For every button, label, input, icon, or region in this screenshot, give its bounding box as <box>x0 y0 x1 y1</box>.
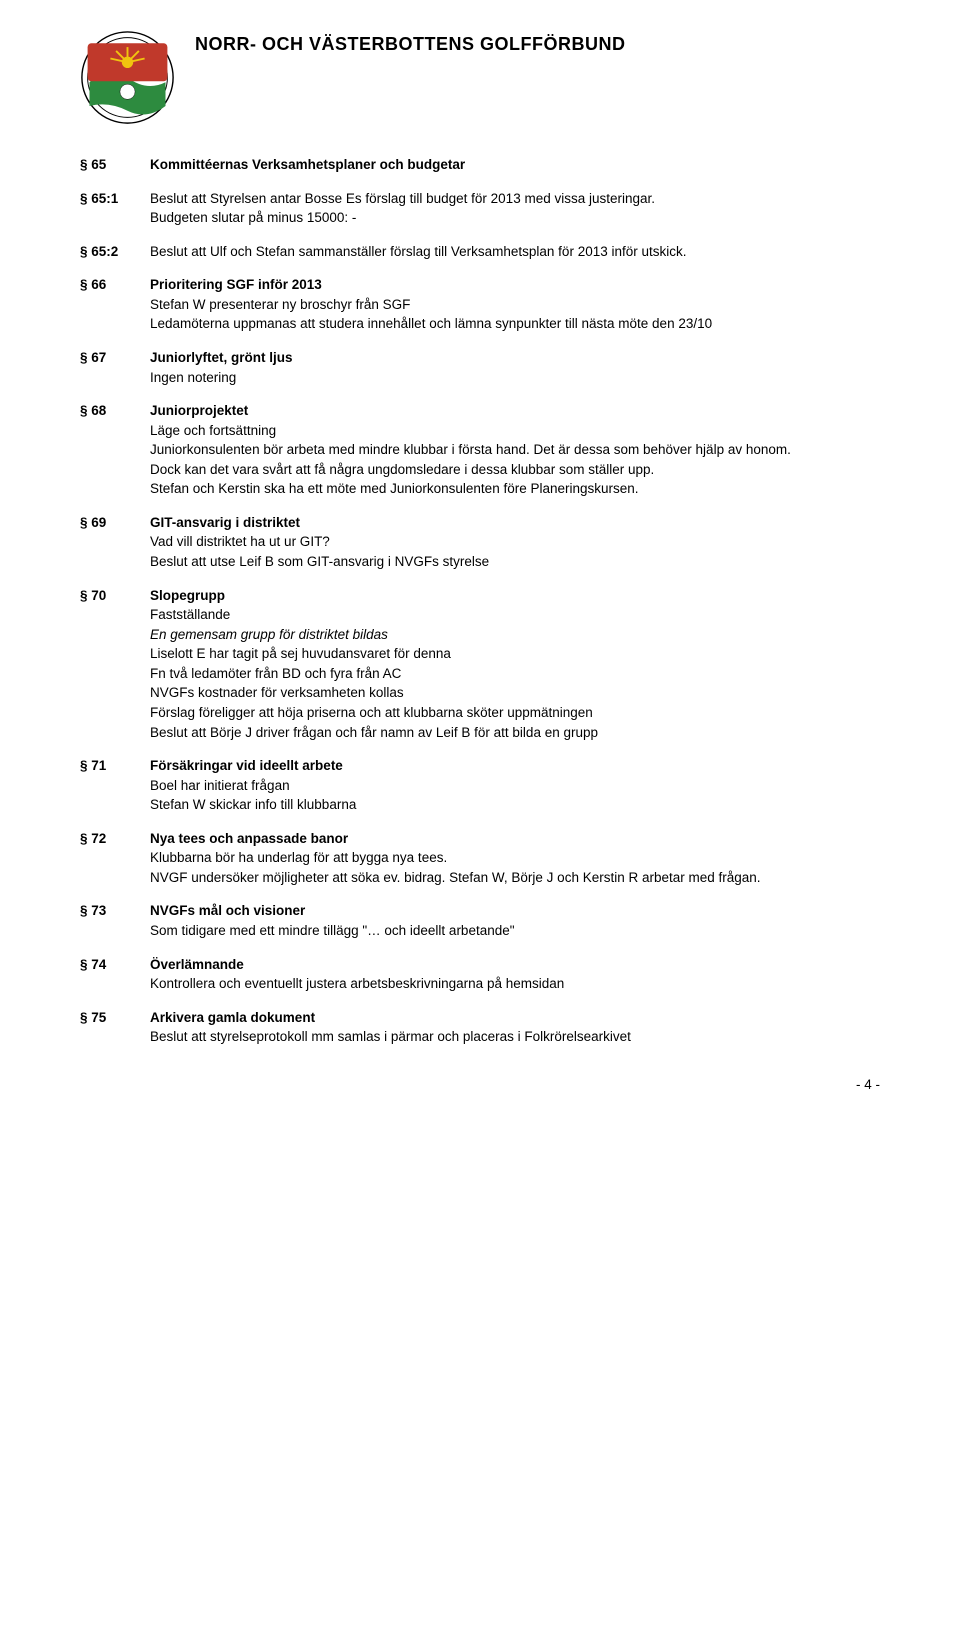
section-number: § 72 <box>80 829 150 849</box>
section-number: § 66 <box>80 275 150 295</box>
document-header: NORR och VÄSTERBOTTEN NORR- OCH VÄSTERBO… <box>80 30 880 125</box>
section-72: § 72 Nya tees och anpassade banor Klubba… <box>80 829 880 888</box>
section-number: § 70 <box>80 586 150 606</box>
section-heading: GIT-ansvarig i distriktet <box>150 515 300 530</box>
section-text: Beslut att Styrelsen antar Bosse Es förs… <box>150 191 655 226</box>
section-body: Beslut att Ulf och Stefan sammanställer … <box>150 242 880 262</box>
section-number: § 65 <box>80 155 150 175</box>
section-body: Slopegrupp Fastställande En gemensam gru… <box>150 586 880 743</box>
section-71: § 71 Försäkringar vid ideellt arbete Boe… <box>80 756 880 815</box>
section-69: § 69 GIT-ansvarig i distriktet Vad vill … <box>80 513 880 572</box>
svg-text:NORR och VÄSTERBOTTEN: NORR och VÄSTERBOTTEN <box>80 30 157 32</box>
section-heading: Överlämnande <box>150 957 244 972</box>
section-heading: Försäkringar vid ideellt arbete <box>150 758 343 773</box>
section-body: Försäkringar vid ideellt arbete Boel har… <box>150 756 880 815</box>
section-body: Kommittéernas Verksamhetsplaner och budg… <box>150 155 880 175</box>
section-heading: Slopegrupp <box>150 588 225 603</box>
section-number: § 74 <box>80 955 150 975</box>
section-number: § 71 <box>80 756 150 776</box>
section-text: Beslut att Ulf och Stefan sammanställer … <box>150 244 687 259</box>
document-page: NORR och VÄSTERBOTTEN NORR- OCH VÄSTERBO… <box>0 0 960 1132</box>
section-text: Förslag föreligger att höja priserna och… <box>150 705 593 720</box>
section-text: Liselott E har tagit på sej huvudansvare… <box>150 646 451 661</box>
section-number: § 65:2 <box>80 242 150 262</box>
section-body: GIT-ansvarig i distriktet Vad vill distr… <box>150 513 880 572</box>
section-text: Fastställande <box>150 607 230 622</box>
organization-title: NORR- OCH VÄSTERBOTTENS GOLFFÖRBUND <box>195 30 626 55</box>
section-68: § 68 Juniorprojektet Läge och fortsättni… <box>80 401 880 499</box>
section-number: § 68 <box>80 401 150 421</box>
section-text: Ingen notering <box>150 370 236 385</box>
section-heading: Kommittéernas Verksamhetsplaner och budg… <box>150 157 465 172</box>
section-67: § 67 Juniorlyftet, grönt ljus Ingen note… <box>80 348 880 387</box>
section-73: § 73 NVGFs mål och visioner Som tidigare… <box>80 901 880 940</box>
section-heading: Nya tees och anpassade banor <box>150 831 348 846</box>
section-text: Stefan W presenterar ny broschyr från SG… <box>150 297 712 332</box>
section-number: § 67 <box>80 348 150 368</box>
section-number: § 69 <box>80 513 150 533</box>
section-75: § 75 Arkivera gamla dokument Beslut att … <box>80 1008 880 1047</box>
section-body: Juniorprojektet Läge och fortsättning Ju… <box>150 401 880 499</box>
section-body: Prioritering SGF inför 2013 Stefan W pre… <box>150 275 880 334</box>
section-65-1: § 65:1 Beslut att Styrelsen antar Bosse … <box>80 189 880 228</box>
section-70: § 70 Slopegrupp Fastställande En gemensa… <box>80 586 880 743</box>
section-text: Läge och fortsättning <box>150 423 276 438</box>
section-text: Beslut att styrelseprotokoll mm samlas i… <box>150 1029 631 1044</box>
section-text: Fn två ledamöter från BD och fyra från A… <box>150 666 401 681</box>
section-body: Arkivera gamla dokument Beslut att styre… <box>150 1008 880 1047</box>
section-heading: NVGFs mål och visioner <box>150 903 305 918</box>
section-text: Beslut att Börje J driver frågan och får… <box>150 725 598 740</box>
section-heading: Juniorlyftet, grönt ljus <box>150 350 293 365</box>
organization-logo: NORR och VÄSTERBOTTEN <box>80 30 175 125</box>
section-text: Vad vill distriktet ha ut ur GIT? <box>150 534 330 549</box>
section-text: Som tidigare med ett mindre tillägg "… o… <box>150 923 515 938</box>
section-heading: Juniorprojektet <box>150 403 248 418</box>
section-66: § 66 Prioritering SGF inför 2013 Stefan … <box>80 275 880 334</box>
section-text: Beslut att utse Leif B som GIT-ansvarig … <box>150 554 489 569</box>
section-text: Klubbarna bör ha underlag för att bygga … <box>150 850 447 865</box>
section-number: § 65:1 <box>80 189 150 209</box>
section-number: § 73 <box>80 901 150 921</box>
section-text: Dock kan det vara svårt att få några ung… <box>150 462 654 477</box>
section-74: § 74 Överlämnande Kontrollera och eventu… <box>80 955 880 994</box>
section-heading: Prioritering SGF inför 2013 <box>150 277 322 292</box>
section-body: Nya tees och anpassade banor Klubbarna b… <box>150 829 880 888</box>
section-65-2: § 65:2 Beslut att Ulf och Stefan sammans… <box>80 242 880 262</box>
section-text-italic: En gemensam grupp för distriktet bildas <box>150 627 388 642</box>
section-body: Juniorlyftet, grönt ljus Ingen notering <box>150 348 880 387</box>
section-text: NVGFs kostnader för verksamheten kollas <box>150 685 404 700</box>
section-body: NVGFs mål och visioner Som tidigare med … <box>150 901 880 940</box>
section-body: Överlämnande Kontrollera och eventuellt … <box>150 955 880 994</box>
section-body: Beslut att Styrelsen antar Bosse Es förs… <box>150 189 880 228</box>
section-text: Stefan och Kerstin ska ha ett möte med J… <box>150 481 639 496</box>
section-text: Juniorkonsulenten bör arbeta med mindre … <box>150 442 791 457</box>
page-number: - 4 - <box>80 1077 880 1092</box>
section-text: NVGF undersöker möjligheter att söka ev.… <box>150 870 761 885</box>
section-heading: Arkivera gamla dokument <box>150 1010 315 1025</box>
section-text: Kontrollera och eventuellt justera arbet… <box>150 976 564 991</box>
section-number: § 75 <box>80 1008 150 1028</box>
section-text: Stefan W skickar info till klubbarna <box>150 797 356 812</box>
section-65: § 65 Kommittéernas Verksamhetsplaner och… <box>80 155 880 175</box>
section-text: Boel har initierat frågan <box>150 778 290 793</box>
